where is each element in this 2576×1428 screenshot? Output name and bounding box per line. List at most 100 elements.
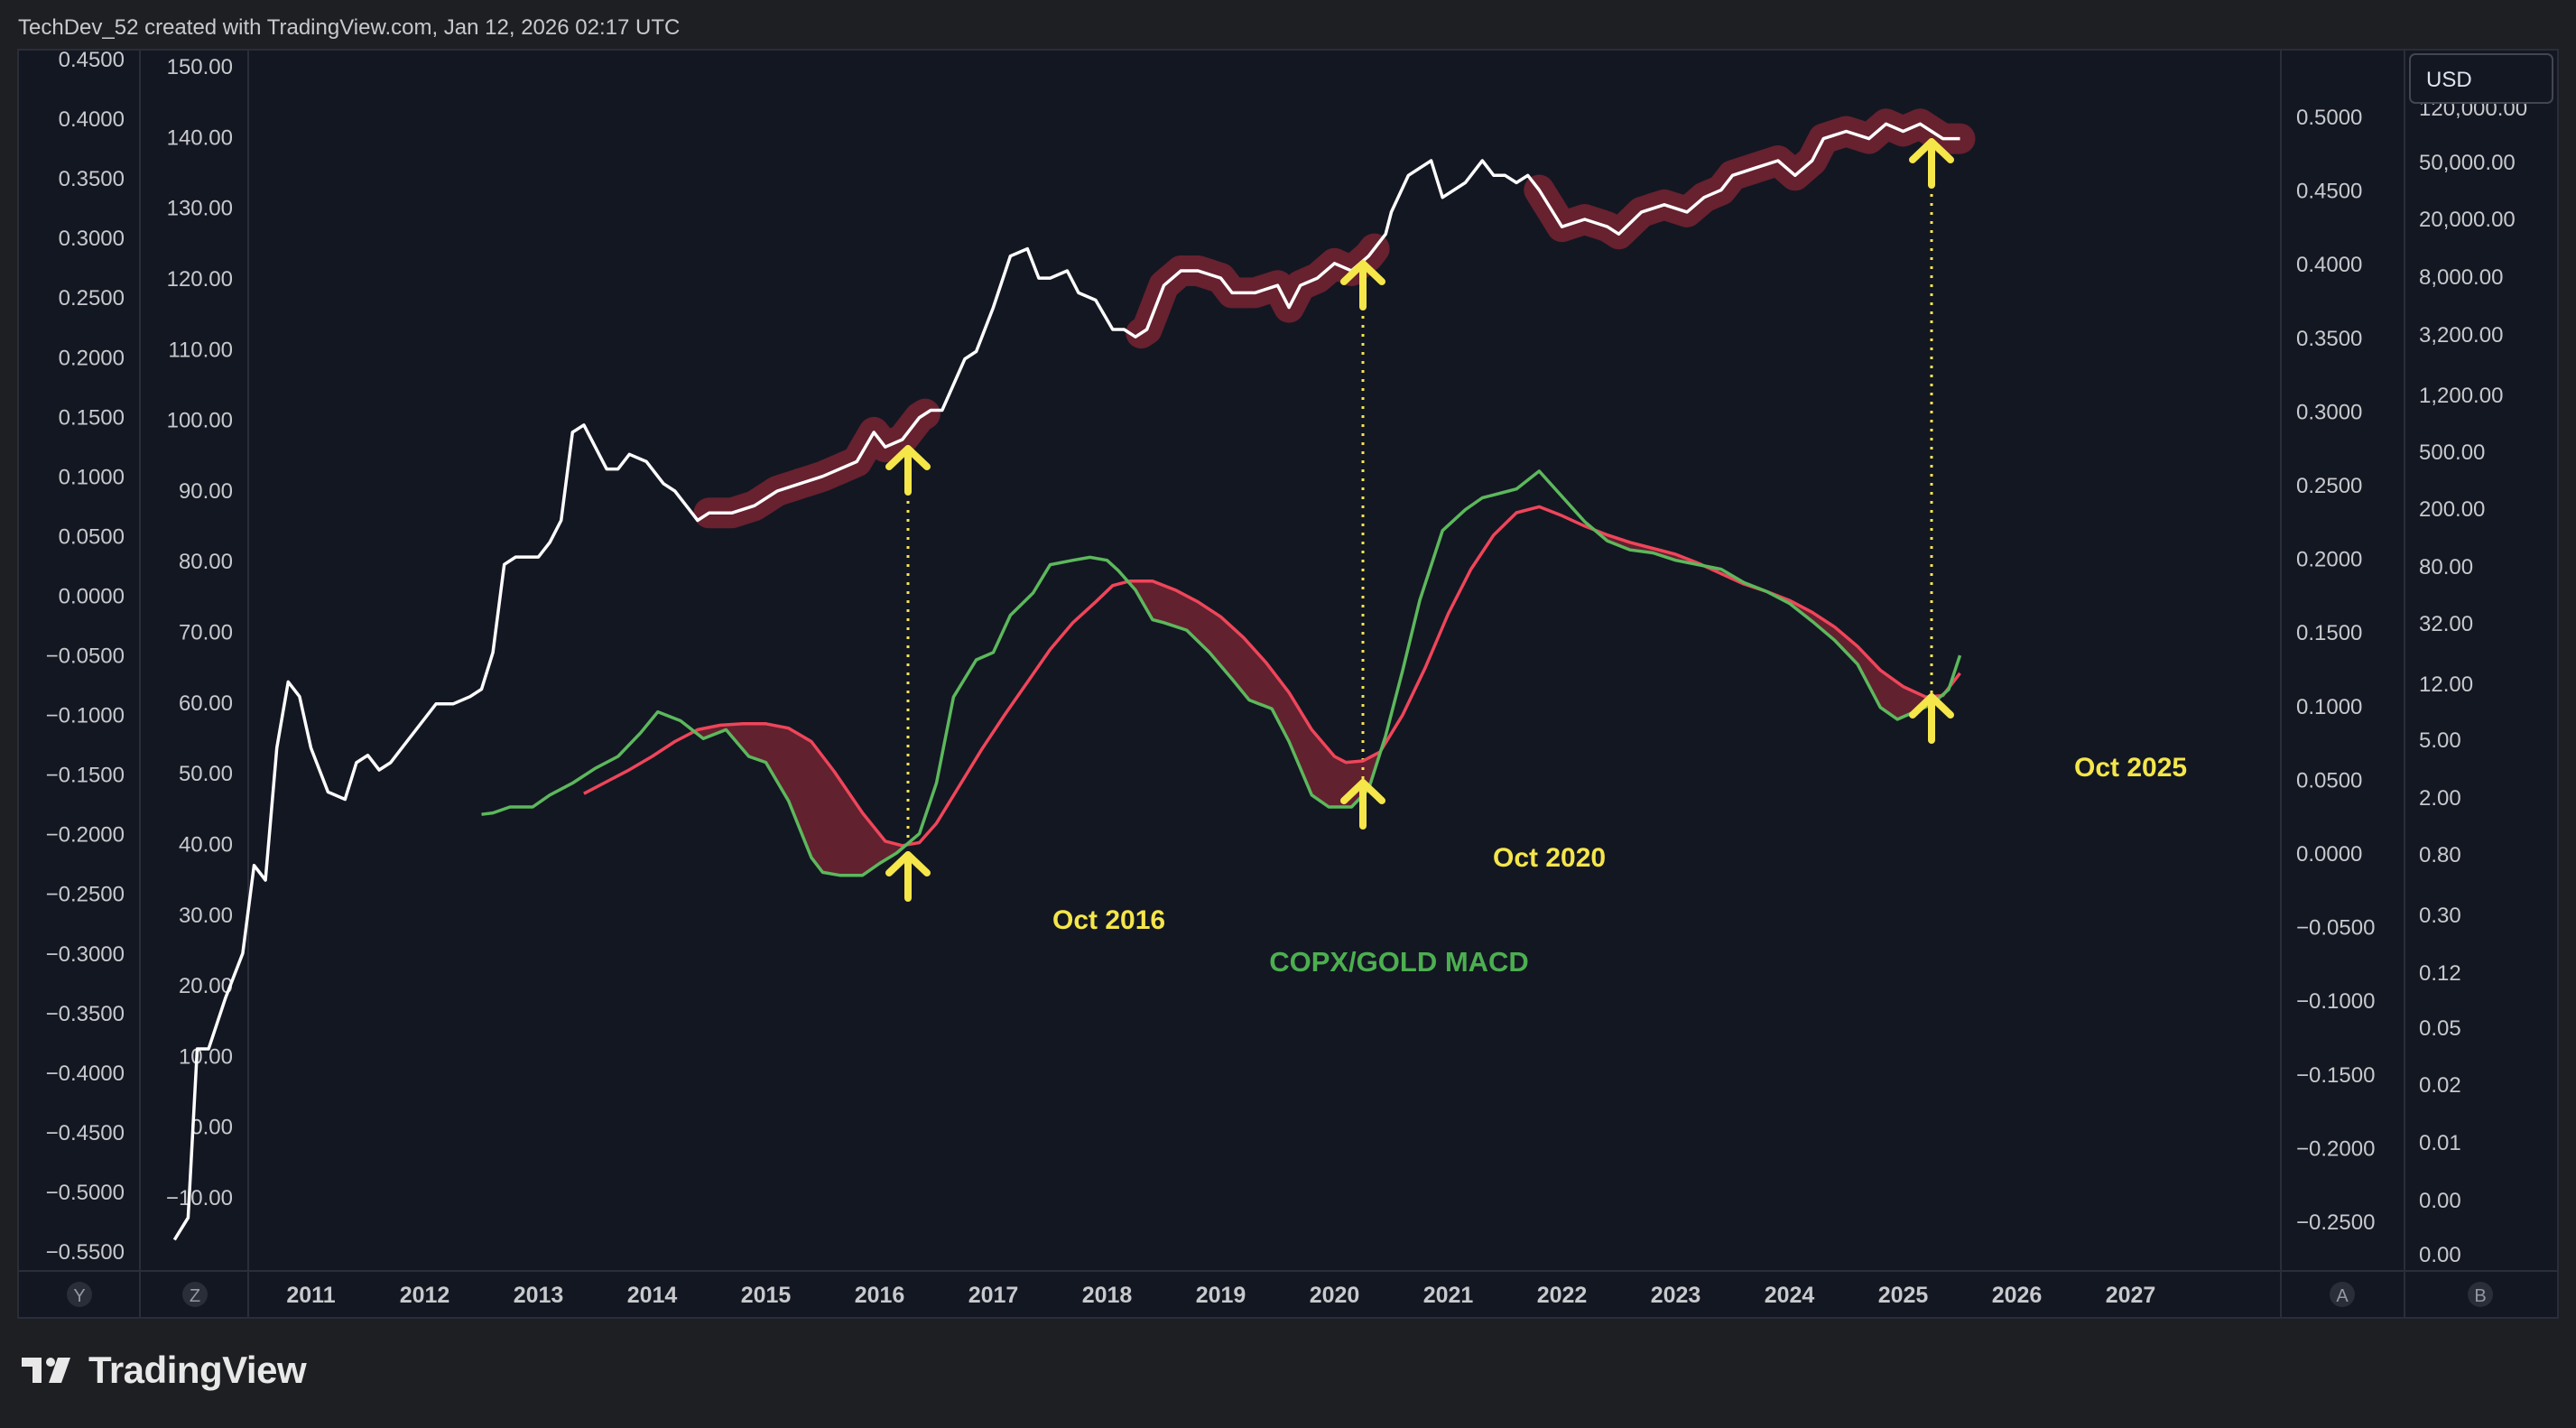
b-axis-tick-label: 0.01 (2419, 1131, 2461, 1155)
z-axis-labels: 150.00 140.00 130.00 120.00 110.00 100.00 90.0… (166, 55, 233, 1210)
annotation-label: Oct 2020 (1493, 843, 1606, 873)
y-axis-tick-label: 0.3000 (59, 227, 125, 251)
corner-a[interactable]: A (2330, 1282, 2355, 1307)
y-axis-tick-label: 0.4500 (59, 48, 125, 72)
annotation-arrow (1340, 779, 1385, 830)
a-axis-tick-label: −0.2000 (2296, 1136, 2375, 1161)
a-axis-tick-label: −0.1500 (2296, 1063, 2375, 1088)
chart-frame (17, 49, 2559, 1319)
macd-series-line (481, 469, 1962, 877)
tradingview-logo[interactable]: TradingView (20, 1349, 307, 1392)
z-axis-tick-label: 0.00 (190, 1116, 233, 1140)
x-axis-tick-label: 2017 (968, 1283, 1019, 1308)
b-axis-tick-label: 0.30 (2419, 904, 2461, 928)
annotation-arrows (885, 138, 1954, 902)
z-axis-tick-label: 80.00 (179, 550, 233, 574)
corner-y[interactable]: Y (67, 1282, 92, 1307)
corner-z[interactable]: Z (182, 1282, 208, 1307)
a-axis-tick-label: 0.3500 (2296, 327, 2362, 351)
z-axis-tick-label: 30.00 (179, 904, 233, 928)
b-axis-tick-label: 0.02 (2419, 1073, 2461, 1098)
b-axis-tick-label: 0.12 (2419, 961, 2461, 986)
corner-b-label: B (2474, 1286, 2486, 1306)
z-axis-tick-label: −10.00 (166, 1186, 233, 1210)
x-axis-tick-label: 2023 (1651, 1283, 1701, 1308)
z-axis-tick-label: 100.00 (167, 409, 233, 433)
x-axis-tick-label: 2015 (741, 1283, 792, 1308)
y-axis-tick-label: −0.2000 (46, 823, 125, 848)
x-axis-tick-label: 2022 (1537, 1283, 1588, 1308)
x-axis-tick-label: 2018 (1082, 1283, 1133, 1308)
tradingview-logo-text: TradingView (88, 1349, 307, 1391)
b-axis-tick-label: 2.00 (2419, 786, 2461, 811)
a-axis-tick-label: 0.5000 (2296, 106, 2362, 130)
a-axis-tick-label: 0.2000 (2296, 548, 2362, 572)
b-axis-tick-label: 0.00 (2419, 1189, 2461, 1213)
b-axis-tick-label: 3,200.00 (2419, 323, 2503, 348)
a-axis-tick-label: 0.1000 (2296, 695, 2362, 719)
a-axis-tick-label: 0.2500 (2296, 474, 2362, 498)
y-axis-tick-label: 0.2000 (59, 346, 125, 370)
a-axis-tick-label: 0.4000 (2296, 253, 2362, 277)
z-axis-tick-label: 50.00 (179, 762, 233, 786)
y-axis-tick-label: −0.4500 (46, 1121, 125, 1145)
z-axis-tick-label: 150.00 (167, 55, 233, 79)
series-lines (172, 122, 1962, 1241)
corner-b[interactable]: B (2468, 1282, 2493, 1307)
y-axis-tick-label: −0.1000 (46, 704, 125, 728)
z-axis-tick-label: 130.00 (167, 197, 233, 221)
annotation-label: Oct 2016 (1052, 905, 1165, 935)
z-axis-tick-label: 60.00 (179, 691, 233, 716)
x-axis-tick-label: 2012 (400, 1283, 450, 1308)
x-axis-tick-label: 2013 (514, 1283, 564, 1308)
x-axis-tick-label: 2026 (1992, 1283, 2043, 1308)
b-axis-tick-label: 0.00 (2419, 1243, 2461, 1267)
annotation-arrow (885, 445, 931, 496)
b-axis-tick-label: 20,000.00 (2419, 208, 2516, 232)
y-axis-tick-label: −0.4000 (46, 1062, 125, 1086)
b-axis-tick-label: 500.00 (2419, 440, 2485, 465)
macd-fill-segment (1768, 592, 1940, 719)
z-axis-tick-label: 140.00 (167, 125, 233, 150)
signal-series-line (583, 505, 1961, 848)
y-axis-tick-label: −0.2500 (46, 883, 125, 907)
a-axis-tick-label: 0.0000 (2296, 842, 2362, 867)
tradingview-logo-icon (22, 1358, 70, 1383)
annotation-arrow (1909, 693, 1954, 744)
macd-fill-segment (695, 723, 905, 876)
usd-button-label: USD (2426, 68, 2472, 92)
x-axis-tick-label: 2011 (286, 1283, 335, 1308)
z-axis-tick-label: 90.00 (179, 479, 233, 504)
y-axis-tick-label: −0.0500 (46, 644, 125, 669)
y-axis-tick-label: −0.5000 (46, 1181, 125, 1205)
b-axis-tick-label: 8,000.00 (2419, 265, 2503, 290)
b-axis-tick-label: 1,200.00 (2419, 384, 2503, 408)
x-axis-tick-label: 2024 (1765, 1283, 1815, 1308)
x-axis-labels: 2011 2012 2013 2014 2015 2016 2017 2018 2019 2020… (286, 1283, 2155, 1308)
y-axis-tick-label: 0.0000 (59, 584, 125, 608)
x-axis-tick-label: 2019 (1196, 1283, 1246, 1308)
y-axis-tick-label: 0.1500 (59, 405, 125, 430)
z-axis-tick-label: 110.00 (168, 338, 233, 362)
x-axis-tick-label: 2027 (2106, 1283, 2156, 1308)
a-axis-tick-label: −0.0500 (2296, 916, 2375, 941)
a-axis-labels: 0.5000 0.4500 0.4000 0.3500 0.3000 0.2500 0.20… (2296, 106, 2375, 1235)
z-axis-tick-label: 70.00 (179, 621, 233, 645)
y-axis-tick-label: 0.4000 (59, 107, 125, 132)
a-axis-tick-label: 0.0500 (2296, 768, 2362, 793)
x-axis-tick-label: 2021 (1423, 1283, 1474, 1308)
a-axis-tick-label: 0.3000 (2296, 400, 2362, 424)
annotation-labels: Oct 2016 Oct 2020 Oct 2025 (1052, 753, 2187, 935)
x-axis-tick-label: 2020 (1310, 1283, 1360, 1308)
macd-label: COPX/GOLD MACD (1269, 946, 1529, 978)
usd-button[interactable]: USD (2409, 53, 2553, 104)
y-axis-tick-label: −0.3000 (46, 942, 125, 967)
b-axis-tick-label: 12.00 (2419, 672, 2473, 697)
y-axis-tick-label: −0.5500 (46, 1240, 125, 1265)
z-axis-tick-label: 40.00 (179, 832, 233, 857)
a-axis-tick-label: −0.1000 (2296, 989, 2375, 1014)
y-axis-tick-label: −0.3500 (46, 1002, 125, 1026)
a-axis-tick-label: 0.4500 (2296, 180, 2362, 204)
x-axis-tick-label: 2014 (627, 1283, 678, 1308)
